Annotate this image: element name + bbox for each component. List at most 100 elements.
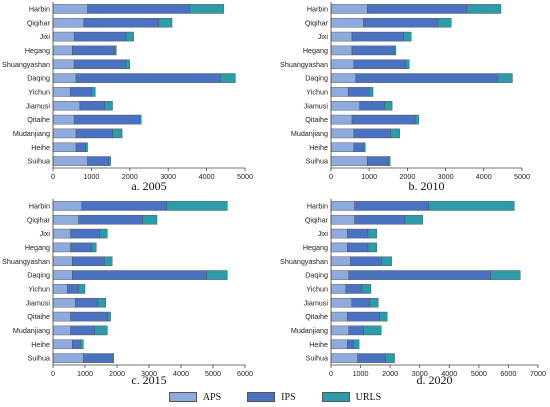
bar-harbin-aps bbox=[330, 201, 355, 211]
bar-hegang-ips bbox=[347, 242, 369, 253]
bar-yichun-aps bbox=[330, 284, 346, 294]
x-tick-label: 4000 bbox=[173, 369, 189, 378]
bar-heihe-urls bbox=[352, 339, 360, 350]
bar-shuangyashan-aps bbox=[330, 59, 355, 70]
bar-suihua-ips bbox=[87, 156, 109, 166]
bar-jixi-ips bbox=[70, 228, 100, 239]
bar-yichun-ips bbox=[70, 87, 92, 97]
bar-jiamusi-ips bbox=[351, 297, 370, 308]
category-label-heihe: Heihe bbox=[309, 143, 328, 152]
bar-heihe-ips bbox=[75, 142, 86, 153]
category-label-jixi: Jixi bbox=[318, 229, 329, 238]
bar-suihua-urls bbox=[385, 353, 395, 363]
chart-panel-2: Harbin Qiqihar Jixi Hegang Shuangyashan Daqin… bbox=[280, 2, 530, 193]
category-label-yichun: Yichun bbox=[306, 87, 328, 96]
x-tick-label: 0 bbox=[51, 369, 55, 378]
x-tick-label: 5000 bbox=[205, 369, 221, 378]
bar-jixi-ips bbox=[347, 228, 369, 239]
category-label-qiqihar: Qiqihar bbox=[305, 215, 329, 224]
chart-panel-1: Harbin Qiqihar Jixi Hegang Shuangyashan Daqin… bbox=[2, 2, 253, 193]
legend-label-ips: IPS bbox=[281, 391, 296, 403]
category-label-harbin: Harbin bbox=[29, 4, 50, 13]
x-tick-label: 5000 bbox=[237, 172, 253, 181]
bar-heihe-ips bbox=[71, 339, 81, 350]
bar-suihua-aps bbox=[330, 353, 358, 363]
bar-daqing-urls bbox=[496, 73, 513, 83]
bar-daqing-aps bbox=[330, 270, 349, 280]
x-tick-label: 1000 bbox=[361, 172, 377, 181]
bar-yichun-urls bbox=[91, 87, 96, 97]
x-tick-label: 2000 bbox=[109, 369, 125, 378]
bar-suihua-ips bbox=[357, 353, 386, 363]
charts-canvas: Harbin Qiqihar Jixi Hegang Shuangyashan Daqin… bbox=[2, 2, 546, 385]
category-label-yichun: Yichun bbox=[306, 284, 328, 293]
bar-harbin-aps bbox=[52, 4, 88, 14]
x-tick-label: 2000 bbox=[399, 172, 415, 181]
bar-qitaihe-ips bbox=[73, 114, 140, 125]
bar-daqing-urls bbox=[206, 270, 228, 280]
bar-qiqihar-urls bbox=[437, 17, 452, 28]
bar-shuangyashan-ips bbox=[73, 59, 127, 70]
bar-qitaihe-ips bbox=[351, 114, 416, 125]
bar-qiqihar-ips bbox=[83, 17, 159, 28]
bar-mudanjiang-urls bbox=[390, 128, 400, 139]
legend: APS IPS URLS bbox=[0, 388, 550, 406]
bar-hegang-ips bbox=[71, 45, 115, 56]
bar-harbin-ips bbox=[354, 201, 429, 211]
bar-heihe-urls bbox=[79, 339, 84, 350]
category-label-shuangyashan: Shuangyashan bbox=[280, 60, 328, 69]
legend-swatch-ips bbox=[247, 392, 276, 402]
bar-daqing-ips bbox=[71, 270, 207, 280]
category-label-mudanjiang: Mudanjiang bbox=[291, 129, 328, 138]
bar-mudanjiang-urls bbox=[94, 325, 108, 336]
panel-title: a. 2005 bbox=[131, 179, 166, 193]
x-tick-label: 2000 bbox=[382, 369, 398, 378]
x-tick-label: 6000 bbox=[237, 369, 253, 378]
category-label-qitaihe: Qitaihe bbox=[305, 312, 328, 321]
bar-jixi-urls bbox=[367, 228, 378, 239]
bar-suihua-urls bbox=[388, 156, 391, 166]
bar-jiamusi-urls bbox=[97, 297, 107, 308]
bar-jiamusi-aps bbox=[52, 100, 81, 111]
bar-yichun-aps bbox=[52, 87, 71, 97]
category-label-heihe: Heihe bbox=[309, 340, 328, 349]
bar-mudanjiang-aps bbox=[330, 128, 355, 139]
legend-label-aps: APS bbox=[202, 391, 222, 403]
bar-shuangyashan-urls bbox=[381, 256, 392, 267]
bar-qitaihe-aps bbox=[52, 114, 75, 125]
bar-harbin-urls bbox=[428, 201, 515, 211]
bar-jiamusi-urls bbox=[369, 297, 379, 308]
bar-hegang-ips bbox=[351, 45, 395, 56]
bar-hegang-aps bbox=[330, 242, 348, 253]
bar-daqing-aps bbox=[330, 73, 357, 83]
bar-yichun-aps bbox=[330, 87, 349, 97]
category-label-daqing: Daqing bbox=[305, 271, 328, 280]
bar-qiqihar-urls bbox=[158, 17, 173, 28]
category-label-qiqihar: Qiqihar bbox=[27, 215, 51, 224]
bar-jixi-aps bbox=[330, 228, 348, 239]
category-label-qiqihar: Qiqihar bbox=[27, 18, 51, 27]
bar-hegang-aps bbox=[52, 242, 71, 253]
bar-suihua-urls bbox=[111, 353, 114, 363]
bar-jiamusi-aps bbox=[52, 297, 76, 308]
category-label-daqing: Daqing bbox=[27, 271, 50, 280]
x-tick-label: 4000 bbox=[476, 172, 492, 181]
bar-jixi-aps bbox=[330, 31, 353, 42]
category-label-jiamusi: Jiamusi bbox=[304, 298, 329, 307]
x-tick-label: 5000 bbox=[471, 369, 487, 378]
bar-mudanjiang-urls bbox=[363, 325, 382, 336]
x-tick-label: 5000 bbox=[514, 172, 530, 181]
bar-qiqihar-ips bbox=[363, 17, 439, 28]
x-tick-label: 1000 bbox=[83, 172, 99, 181]
chart-panel-4: Harbin Qiqihar Jixi Hegang Shuangyashan Daqin… bbox=[280, 199, 546, 385]
bar-hegang-urls bbox=[393, 45, 397, 56]
bar-shuangyashan-ips bbox=[71, 256, 105, 267]
bar-suihua-aps bbox=[52, 156, 88, 166]
x-tick-label: 1000 bbox=[77, 369, 93, 378]
bar-jixi-aps bbox=[52, 31, 75, 42]
legend-item-aps: APS bbox=[168, 391, 222, 403]
legend-label-urls: URLS bbox=[355, 391, 382, 403]
category-label-mudanjiang: Mudanjiang bbox=[291, 326, 328, 335]
bar-suihua-urls bbox=[108, 156, 111, 166]
bar-mudanjiang-aps bbox=[52, 325, 71, 336]
